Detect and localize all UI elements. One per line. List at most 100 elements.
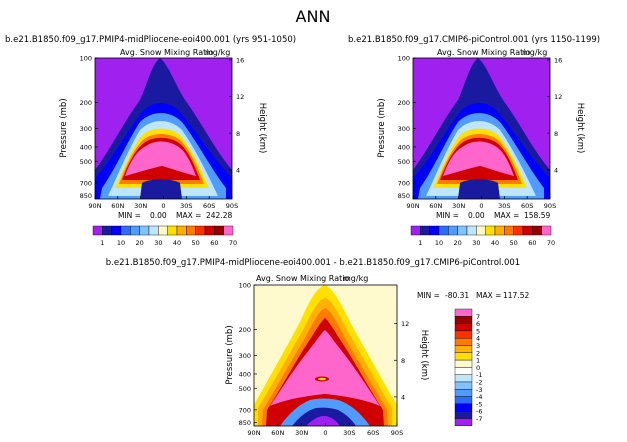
colorbar-cell: [454, 345, 473, 354]
colorbar-label: -3: [476, 386, 482, 394]
panel-2-max-value: 158.59: [524, 211, 550, 220]
colorbar-cell: [454, 367, 473, 375]
colorbar-cell: [454, 418, 473, 427]
colorbar-label: 1: [476, 357, 480, 365]
panel-2-ytick-label: 500: [398, 158, 410, 166]
panel-1-ytick-label: 500: [80, 158, 92, 166]
colorbar-cell: [454, 381, 473, 390]
panel-1-ytick-right-label: 8: [236, 130, 240, 138]
colorbar-cell: [139, 225, 150, 236]
colorbar-cell: [148, 225, 159, 236]
colorbar-label: 30: [154, 239, 162, 247]
panel-3-ytick-label: 500: [239, 385, 251, 393]
panel-3-ytick-label: 200: [239, 326, 251, 334]
colorbar-label: 10: [117, 239, 125, 247]
colorbar-label: -5: [476, 400, 482, 408]
colorbar-label: 70: [547, 239, 555, 247]
panel-3-min-label: MIN =: [417, 291, 440, 300]
panel-2-ylabel-right: Height (km): [575, 103, 585, 154]
panel-3-ytick-right-label: 4: [401, 393, 405, 401]
panel-3-ylabel: Pressure (mb): [225, 325, 235, 384]
panel-1-xtick-label: 90N: [88, 202, 101, 210]
colorbar-cell: [513, 225, 524, 236]
colorbar-panel-2: 1 10 20 30 40 50 60 70: [410, 225, 555, 247]
colorbar-label: 10: [435, 239, 443, 247]
colorbar-cell: [195, 225, 206, 236]
colorbar-cell: [223, 225, 234, 236]
colorbar-label: 50: [192, 239, 200, 247]
panel-2-ytick-right-label: 16: [554, 56, 562, 64]
panel-2-min-value: 0.00: [468, 211, 485, 220]
panel-3-ytick-label: 300: [239, 352, 251, 360]
colorbar-cell: [454, 338, 473, 346]
panel-1-max-value: 242.28: [206, 211, 232, 220]
panel-3-ytick-right-label: 8: [401, 357, 405, 365]
colorbar-cell: [454, 374, 473, 383]
colorbar-label: 0: [476, 364, 480, 372]
panel-1-ytick-label: 850: [80, 192, 92, 200]
colorbar-cell: [476, 225, 486, 236]
panel-1-ytick-right-label: 12: [236, 93, 244, 101]
panel-1-xtick-label: 90S: [226, 202, 238, 210]
colorbar-label: 20: [454, 239, 462, 247]
panel-2-xtick-label: 0: [479, 202, 483, 210]
colorbar-label: 20: [136, 239, 144, 247]
panel-2-ylabel: Pressure (mb): [377, 98, 387, 157]
colorbar-label: 50: [510, 239, 518, 247]
colorbar-cell: [120, 225, 131, 236]
main-title: ANN: [296, 7, 331, 26]
panel-2-ytick-label: 850: [398, 192, 410, 200]
panel-3-title: b.e21.B1850.f09_g17.PMIP4-midPliocene-eo…: [106, 258, 520, 268]
panel-1-ytick-right-label: 4: [236, 166, 240, 174]
colorbar-cell: [494, 225, 505, 236]
colorbar-label: -6: [476, 408, 482, 416]
colorbar-cell: [420, 225, 430, 236]
panel-1-ytick-label: 100: [80, 55, 92, 63]
colorbar-label: -2: [476, 379, 482, 387]
colorbar-cell: [448, 225, 458, 236]
colorbar-cell: [532, 225, 542, 236]
colorbar-cell: [102, 225, 112, 236]
colorbar-cell: [454, 403, 473, 412]
panel-1-max-label: MAX =: [176, 211, 201, 220]
panel-2-variable: Avg. Snow Mixing Ratio: [437, 48, 530, 57]
panel-1-xtick-label: 60N: [111, 202, 124, 210]
panel-2: b.e21.B1850.f09_g17.CMIP6-piControl.001 …: [348, 35, 600, 220]
panel-1-ylabel-right: Height (km): [257, 103, 267, 154]
panel-1-ylabel: Pressure (mb): [59, 98, 69, 157]
colorbar-label: 1: [100, 239, 104, 247]
colorbar-label: 6: [476, 320, 480, 328]
panel-2-ytick-label: 200: [398, 99, 410, 107]
colorbar-panel-1: 1 10 20 30 40 50 60 70: [92, 225, 237, 247]
panel-2-xtick-label: 30S: [498, 202, 510, 210]
colorbar-cell: [485, 225, 496, 236]
colorbar-label: -4: [476, 393, 482, 401]
colorbar-label: 60: [528, 239, 536, 247]
colorbar-label: -7: [476, 415, 482, 423]
colorbar-cell: [454, 389, 473, 397]
panel-1-ytick-label: 400: [80, 143, 92, 151]
panel-2-xtick-label: 60N: [429, 202, 442, 210]
colorbar-label: 5: [476, 327, 480, 335]
panel-1-min-label: MIN =: [118, 211, 141, 220]
panel-1-units: mg/kg: [205, 48, 230, 57]
panel-1: b.e21.B1850.f09_g17.PMIP4-midPliocene-eo…: [5, 35, 296, 220]
colorbar-cell: [454, 323, 473, 332]
panel-3-ytick-label: 700: [239, 406, 251, 414]
panel-1-title: b.e21.B1850.f09_g17.PMIP4-midPliocene-eo…: [5, 35, 296, 45]
colorbar-label: 60: [210, 239, 218, 247]
panel-1-xtick-label: 60S: [203, 202, 215, 210]
panel-1-ytick-label: 700: [80, 179, 92, 187]
panel-2-xtick-label: 90S: [544, 202, 556, 210]
panel-2-ytick-label: 700: [398, 179, 410, 187]
colorbar-cell: [457, 225, 468, 236]
panel-2-xtick-label: 60S: [521, 202, 533, 210]
colorbar-label: 7: [476, 313, 480, 321]
colorbar-cell: [429, 225, 440, 236]
colorbar-label: 70: [229, 239, 237, 247]
panel-3-variable: Avg. Snow Mixing Ratio: [256, 274, 349, 283]
panel-1-ytick-label: 200: [80, 99, 92, 107]
colorbar-cell: [454, 359, 473, 368]
panel-2-min-label: MIN =: [436, 211, 459, 220]
